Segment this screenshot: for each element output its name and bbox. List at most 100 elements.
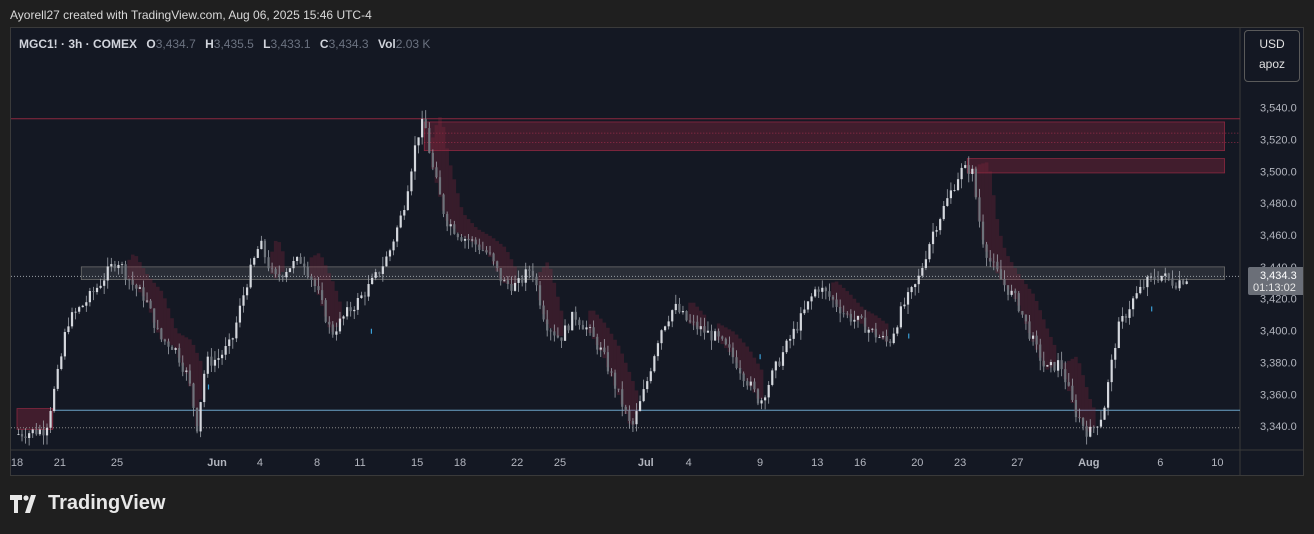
candle-body xyxy=(971,168,974,174)
x-tick-label: 6 xyxy=(1157,457,1163,469)
candle-body xyxy=(474,239,477,245)
candle-body xyxy=(792,328,795,339)
y-tick-label: 3,400.0 xyxy=(1260,326,1297,338)
trend-band-segment xyxy=(327,273,332,328)
candle-body xyxy=(967,165,970,174)
candle-body xyxy=(128,279,131,281)
candle-body xyxy=(853,319,856,322)
candle-body xyxy=(496,261,499,269)
candle-body xyxy=(149,300,152,309)
candle-body xyxy=(199,402,202,432)
trend-band-segment xyxy=(498,243,503,279)
candle-body xyxy=(703,326,706,333)
candle-body xyxy=(871,328,874,330)
candle-body xyxy=(267,257,270,269)
candle-body xyxy=(949,190,952,199)
candle-body xyxy=(1139,286,1142,294)
candle-body xyxy=(17,433,20,435)
candle-body xyxy=(281,276,284,278)
candle-body xyxy=(253,257,256,265)
chart-frame[interactable]: 3,340.03,360.03,380.03,400.03,420.03,440… xyxy=(10,27,1304,476)
candle-body xyxy=(806,301,810,310)
candle-body xyxy=(331,324,334,335)
trend-band-segment xyxy=(598,318,603,351)
trend-band-segment xyxy=(981,163,985,240)
candle-body xyxy=(696,321,699,330)
candle-body xyxy=(624,406,627,411)
candle-body xyxy=(421,118,424,138)
legend-close-value: 3,434.3 xyxy=(328,37,369,51)
legend-high-label: H xyxy=(205,37,214,51)
candle-body xyxy=(1110,359,1113,383)
candle-body xyxy=(828,291,831,297)
trend-band-segment xyxy=(134,256,139,289)
candle-body xyxy=(220,354,224,359)
candle-body xyxy=(528,269,531,271)
candle-body xyxy=(860,315,863,318)
candle-body xyxy=(217,358,220,360)
trend-band-segment xyxy=(466,219,471,240)
x-tick-label: 11 xyxy=(354,457,365,469)
candle-body xyxy=(38,429,41,435)
candle-body xyxy=(1081,417,1085,427)
trend-band-segment xyxy=(1027,288,1032,334)
trend-band-segment xyxy=(856,302,860,322)
x-tick-label: 23 xyxy=(954,457,966,469)
candle-body xyxy=(753,381,756,390)
candle-body xyxy=(306,266,309,277)
currency-label[interactable]: USD xyxy=(1259,37,1285,51)
candle-body xyxy=(310,276,313,280)
candle-body xyxy=(688,320,692,322)
candle-body xyxy=(67,326,70,333)
trend-band-segment xyxy=(552,282,557,333)
candle-body xyxy=(617,388,620,390)
candle-body xyxy=(513,282,517,291)
trend-band-segment xyxy=(588,310,592,333)
candle-body xyxy=(156,327,159,329)
candle-body xyxy=(1174,285,1178,289)
candle-body xyxy=(153,308,156,328)
candle-body xyxy=(263,240,267,258)
candle-body xyxy=(245,287,249,296)
trend-band-segment xyxy=(281,251,285,272)
candle-body xyxy=(735,357,738,368)
candle-body xyxy=(571,311,574,331)
y-tick-label: 3,420.0 xyxy=(1260,294,1297,306)
candle-body xyxy=(956,179,960,191)
price-chart[interactable]: 3,340.03,360.03,380.03,400.03,420.03,440… xyxy=(11,28,1303,475)
candle-body xyxy=(31,429,34,434)
candle-body xyxy=(660,330,663,344)
candle-body xyxy=(363,295,367,297)
candle-body xyxy=(135,284,138,289)
currency-panel[interactable]: USD apoz xyxy=(1244,30,1300,82)
candle-body xyxy=(699,326,702,330)
scale-label[interactable]: apoz xyxy=(1258,57,1286,71)
tradingview-footer: TradingView xyxy=(10,492,165,515)
x-tick-label: Jun xyxy=(207,457,227,469)
candle-body xyxy=(974,168,978,198)
candle-body xyxy=(613,372,617,389)
x-tick-label: 18 xyxy=(454,457,466,469)
candle-body xyxy=(392,241,395,251)
candle-body xyxy=(867,329,870,333)
candle-body xyxy=(1153,276,1156,280)
trend-band-segment xyxy=(313,255,317,286)
candle-body xyxy=(1106,382,1110,408)
candle-body xyxy=(349,307,352,312)
candle-body xyxy=(113,264,116,269)
last-price-label: 3,434.3 xyxy=(1260,270,1297,282)
trend-band-segment xyxy=(631,381,635,425)
candle-body xyxy=(181,362,184,372)
candle-body xyxy=(1114,348,1117,360)
tradingview-logo-icon xyxy=(10,494,36,513)
trend-band-segment xyxy=(616,345,621,395)
candle-body xyxy=(303,263,306,267)
candle-body xyxy=(1060,360,1063,370)
candle-body xyxy=(406,191,409,211)
trend-band-segment xyxy=(831,282,835,301)
legend-low-label: L xyxy=(263,37,271,51)
candle-body xyxy=(999,269,1003,280)
x-tick-label: 27 xyxy=(1011,457,1023,469)
trend-band-segment xyxy=(477,229,482,247)
candle-body xyxy=(678,303,681,313)
